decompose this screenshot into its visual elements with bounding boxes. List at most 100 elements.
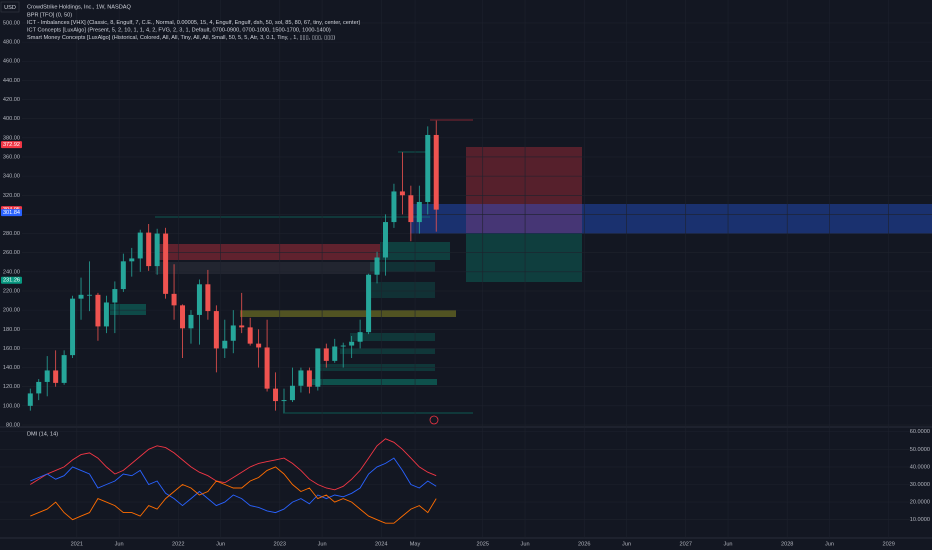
y-tick-label: 120.00 — [3, 384, 20, 390]
candle-body — [27, 393, 33, 406]
x-tick-label: May — [410, 541, 421, 547]
x-tick-label: Jun — [318, 541, 327, 547]
indicator-legend: Smart Money Concepts [LuxAlgo] (Historic… — [27, 35, 335, 41]
y-tick-label: 380.00 — [3, 135, 20, 141]
candle-body — [332, 346, 338, 361]
candle-body — [163, 233, 169, 294]
indicator-legend: ICT Concepts [LuxAlgo] (Present, 5, 2, 1… — [27, 27, 331, 33]
price-tag-label: 231.26 — [3, 278, 20, 284]
dmi-tick-label: 20.0000 — [910, 500, 930, 506]
neutral-zone — [155, 262, 380, 274]
dmi-line — [30, 438, 437, 491]
candle-body — [425, 134, 431, 202]
candle-body — [323, 348, 329, 361]
equilibrium-zone — [240, 310, 456, 317]
candle-body — [230, 325, 236, 341]
indicator-legend: ICT - Imbalances [VHX] (Classic, 8, Engu… — [27, 20, 361, 26]
price-tag-label: 372.92 — [3, 142, 20, 148]
candle-body — [281, 400, 287, 402]
candle-body — [112, 289, 118, 303]
order-block — [410, 204, 932, 234]
reward-zone — [466, 233, 582, 282]
y-tick-label: 180.00 — [3, 327, 20, 333]
dmi-tick-label: 30.0000 — [910, 482, 930, 488]
y-tick-label: 400.00 — [3, 116, 20, 122]
price-tag — [1, 141, 22, 149]
y-tick-label: 420.00 — [3, 97, 20, 103]
price-tag-label: 301.84 — [3, 210, 20, 216]
x-tick-label: Jun — [115, 541, 124, 547]
candle-body — [264, 347, 270, 389]
candle-body — [273, 388, 279, 402]
candle-body — [382, 222, 388, 258]
risk-zone — [466, 147, 582, 233]
y-tick-label: 80.00 — [6, 422, 20, 428]
candle-body — [239, 325, 245, 328]
candle-body — [349, 341, 355, 346]
dmi-tick-label: 40.0000 — [910, 464, 930, 470]
candle-body — [95, 294, 101, 327]
candle-body — [222, 340, 228, 349]
y-tick-label: 340.00 — [3, 174, 20, 180]
y-tick-label: 220.00 — [3, 288, 20, 294]
candle-body — [120, 261, 126, 290]
candle-body — [78, 294, 84, 299]
y-tick-label: 460.00 — [3, 59, 20, 65]
y-tick-label: 480.00 — [3, 40, 20, 46]
price-tag — [1, 209, 22, 217]
y-tick-label: 280.00 — [3, 231, 20, 237]
y-tick-label: 100.00 — [3, 403, 20, 409]
x-tick-label: 2025 — [477, 541, 489, 547]
candle-body — [137, 232, 143, 259]
candle-body — [391, 191, 397, 223]
candle-body — [340, 345, 346, 347]
indicator-zones — [110, 119, 932, 425]
y-tick-label: 320.00 — [3, 193, 20, 199]
x-tick-label: 2021 — [71, 541, 83, 547]
candle-body — [289, 385, 295, 401]
candle-body — [171, 293, 177, 306]
y-tick-label: 140.00 — [3, 365, 20, 371]
candle-body — [213, 311, 219, 349]
chart-title: CrowdStrike Holdings, Inc., 1W, NASDAQ — [27, 4, 131, 10]
fvg-zone — [350, 333, 435, 341]
demand-zone — [110, 304, 146, 315]
candle-body — [256, 343, 262, 348]
candle-body — [103, 302, 109, 327]
candle-body — [357, 332, 363, 342]
y-tick-label: 200.00 — [3, 308, 20, 314]
candle-body — [196, 284, 202, 315]
candle-body — [366, 274, 372, 333]
fvg-zone — [340, 348, 435, 354]
indicator-legend: BPR [TFO] (0, 50) — [27, 12, 72, 18]
x-tick-label: Jun — [724, 541, 733, 547]
x-tick-label: 2028 — [781, 541, 793, 547]
fvg-zone — [370, 282, 435, 298]
x-tick-label: Jun — [521, 541, 530, 547]
x-tick-label: Jun — [622, 541, 631, 547]
dmi-title: DMI (14, 14) — [27, 431, 58, 437]
candle-body — [180, 305, 186, 329]
candle-body — [53, 370, 59, 383]
candle-body — [408, 195, 414, 223]
x-tick-label: 2022 — [172, 541, 184, 547]
candle-body — [205, 284, 211, 312]
y-tick-label: 260.00 — [3, 250, 20, 256]
candle-body — [315, 348, 321, 387]
candle-body — [188, 314, 194, 329]
currency-box — [0, 1, 20, 13]
x-tick-label: 2027 — [679, 541, 691, 547]
candle-body — [44, 370, 50, 382]
candle-body — [154, 233, 160, 267]
event-marker — [429, 415, 439, 425]
x-tick-label: 2029 — [882, 541, 894, 547]
candle-body — [433, 134, 439, 210]
y-tick-label: 160.00 — [3, 346, 20, 352]
price-tag — [1, 276, 22, 284]
y-tick-label: 240.00 — [3, 269, 20, 275]
bearish-zone — [155, 244, 380, 260]
candle-body — [416, 201, 422, 223]
dmi-line — [30, 466, 437, 524]
